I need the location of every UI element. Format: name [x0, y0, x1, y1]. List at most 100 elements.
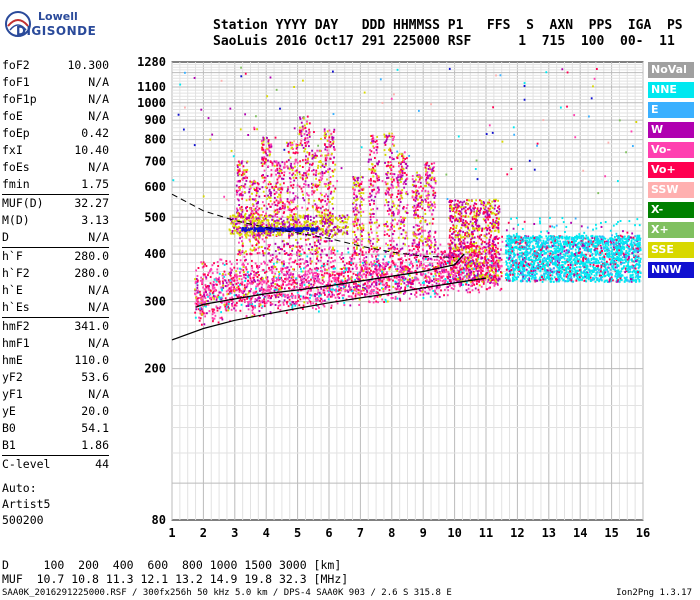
echo-point — [432, 217, 435, 220]
echo-point — [236, 279, 239, 282]
echo-point — [347, 285, 350, 288]
echo-point — [405, 173, 408, 176]
echo-point — [384, 153, 387, 156]
echo-point — [376, 146, 379, 149]
echo-point — [302, 295, 305, 298]
echo-point — [368, 179, 370, 182]
echo-point — [320, 193, 323, 196]
echo-point — [218, 279, 221, 282]
echo-point — [384, 251, 387, 254]
echo-point — [315, 302, 318, 305]
echo-point — [412, 226, 415, 229]
echo-point — [227, 306, 230, 309]
echo-point — [211, 308, 214, 311]
echo-point — [356, 274, 359, 277]
echo-point — [320, 287, 323, 290]
echo-point — [427, 235, 430, 238]
echo-point — [305, 155, 307, 158]
echo-point — [333, 270, 336, 273]
echo-point — [353, 257, 356, 260]
echo-point — [379, 264, 381, 267]
echo-point — [268, 285, 271, 288]
echo-point — [345, 267, 348, 270]
echo-point — [325, 240, 328, 243]
echo-point — [282, 239, 285, 242]
echo-point — [294, 223, 297, 226]
echo-point — [379, 279, 381, 282]
echo-point — [208, 297, 211, 300]
echo-point — [375, 146, 378, 149]
echo-point — [417, 229, 420, 232]
echo-point — [282, 303, 285, 306]
echo-point — [336, 250, 339, 253]
echo-point — [359, 249, 362, 252]
echo-point — [233, 276, 236, 279]
echo-point — [333, 168, 336, 171]
echo-point — [326, 295, 329, 298]
echo-point — [256, 182, 259, 185]
echo-point — [424, 273, 427, 276]
echo-point — [391, 237, 394, 240]
echo-point — [373, 264, 376, 267]
echo-point — [280, 269, 283, 272]
echo-point — [407, 281, 410, 284]
echo-point — [325, 156, 328, 159]
echo-point — [219, 298, 222, 301]
echo-point — [408, 274, 411, 277]
echo-point — [372, 289, 375, 292]
echo-point — [309, 251, 312, 254]
echo-point — [338, 292, 340, 295]
echo-point — [272, 267, 275, 270]
echo-point — [371, 134, 374, 137]
echo-point — [399, 287, 402, 290]
echo-point — [353, 197, 355, 200]
echo-point — [420, 226, 423, 229]
echo-point — [340, 253, 343, 256]
echo-point — [236, 169, 239, 172]
echo-point — [461, 278, 464, 281]
echo-point — [331, 136, 334, 139]
echo-point — [263, 179, 266, 182]
echo-point — [280, 291, 283, 294]
echo-point — [262, 190, 265, 193]
echo-point — [325, 193, 328, 196]
echo-point — [421, 290, 424, 293]
y-tick-label: 400 — [144, 247, 166, 261]
echo-point — [424, 280, 427, 283]
echo-point — [374, 169, 377, 172]
echo-point — [344, 290, 347, 293]
echo-point — [276, 178, 279, 181]
echo-point — [422, 242, 424, 245]
echo-point — [287, 221, 290, 224]
echo-point — [243, 290, 246, 293]
echo-point — [317, 164, 320, 167]
echo-point — [442, 275, 445, 278]
echo-point — [261, 238, 264, 241]
echo-point — [194, 296, 197, 299]
echo-point — [291, 216, 294, 219]
echo-point — [196, 284, 199, 287]
echo-point — [282, 282, 284, 285]
echo-point — [350, 289, 353, 292]
echo-point — [267, 288, 269, 291]
echo-point — [287, 293, 290, 296]
echo-point — [239, 298, 242, 301]
echo-point — [250, 217, 253, 220]
echo-point — [293, 197, 296, 200]
echo-point — [269, 205, 272, 208]
echo-point — [434, 249, 437, 252]
echo-point — [374, 247, 377, 250]
echo-point — [408, 297, 411, 300]
echo-point — [424, 184, 426, 187]
echo-point — [290, 214, 293, 217]
echo-point — [381, 268, 384, 271]
echo-point — [401, 189, 404, 192]
echo-point — [228, 287, 231, 290]
echo-point — [352, 241, 354, 244]
echo-point — [230, 289, 232, 292]
echo-point — [330, 256, 333, 259]
echo-point — [361, 203, 363, 206]
echo-point — [302, 193, 305, 196]
echo-point — [229, 292, 232, 295]
echo-point — [306, 208, 308, 211]
